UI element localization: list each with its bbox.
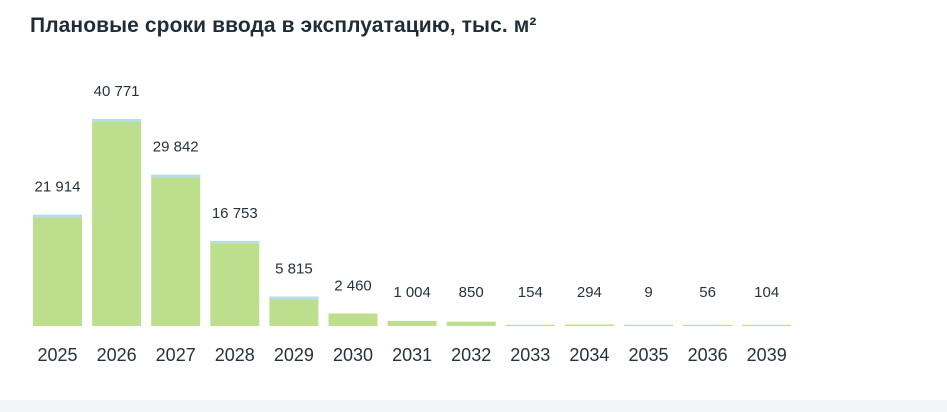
category-label-2036: 2036 (688, 345, 728, 365)
bar-top-accent-2026 (92, 119, 142, 122)
bar-2028 (210, 240, 260, 326)
value-label-2029: 5 815 (275, 260, 313, 277)
footer-band (0, 400, 947, 412)
bar-2030 (328, 313, 378, 326)
category-label-2030: 2030 (333, 345, 373, 365)
category-label-2035: 2035 (628, 345, 668, 365)
bar-2032 (446, 321, 496, 326)
bar-2029 (269, 296, 319, 326)
bar-2034 (564, 324, 614, 326)
bar-2036 (683, 324, 733, 326)
bar-top-accent-2027 (151, 174, 201, 178)
bar-top-accent-2028 (210, 240, 260, 244)
value-label-2027: 29 842 (153, 138, 199, 155)
category-label-2026: 2026 (97, 345, 137, 365)
value-label-2033: 154 (518, 284, 543, 301)
category-label-2031: 2031 (392, 345, 432, 365)
value-label-2026: 40 771 (94, 83, 140, 100)
bar-2039 (742, 324, 792, 326)
bar-top-accent-2025 (33, 214, 82, 218)
category-label-2033: 2033 (510, 345, 550, 365)
chart-title: Плановые сроки ввода в эксплуатацию, тыс… (30, 14, 537, 37)
category-label-2029: 2029 (274, 345, 314, 365)
value-label-2025: 21 914 (35, 179, 81, 196)
category-label-2025: 2025 (37, 345, 77, 365)
value-label-2039: 104 (754, 284, 779, 301)
value-label-2032: 850 (459, 284, 484, 301)
bar-2026 (92, 119, 142, 326)
bar-chart: 21 914 2025 40 771 2026 29 842 2027 16 753 2028… (33, 83, 792, 365)
category-label-2039: 2039 (747, 345, 787, 365)
bar-2025 (33, 214, 82, 326)
bar-top-accent-2029 (269, 296, 319, 300)
value-label-2030: 2 460 (334, 278, 372, 295)
category-label-2032: 2032 (451, 345, 491, 365)
value-label-2031: 1 004 (393, 284, 431, 301)
category-label-2027: 2027 (156, 345, 196, 365)
category-label-2028: 2028 (215, 345, 255, 365)
value-label-2036: 56 (699, 284, 716, 301)
bar-2035 (624, 324, 673, 326)
bar-2027 (151, 174, 201, 326)
value-label-2035: 9 (644, 284, 652, 301)
bar-chart-svg: 21 914 2025 40 771 2026 29 842 2027 16 753 2028… (33, 83, 792, 365)
value-label-2034: 294 (577, 284, 602, 301)
category-label-2034: 2034 (569, 345, 609, 365)
bar-2033 (505, 324, 555, 326)
bar-2031 (387, 320, 437, 326)
value-label-2028: 16 753 (212, 205, 258, 222)
